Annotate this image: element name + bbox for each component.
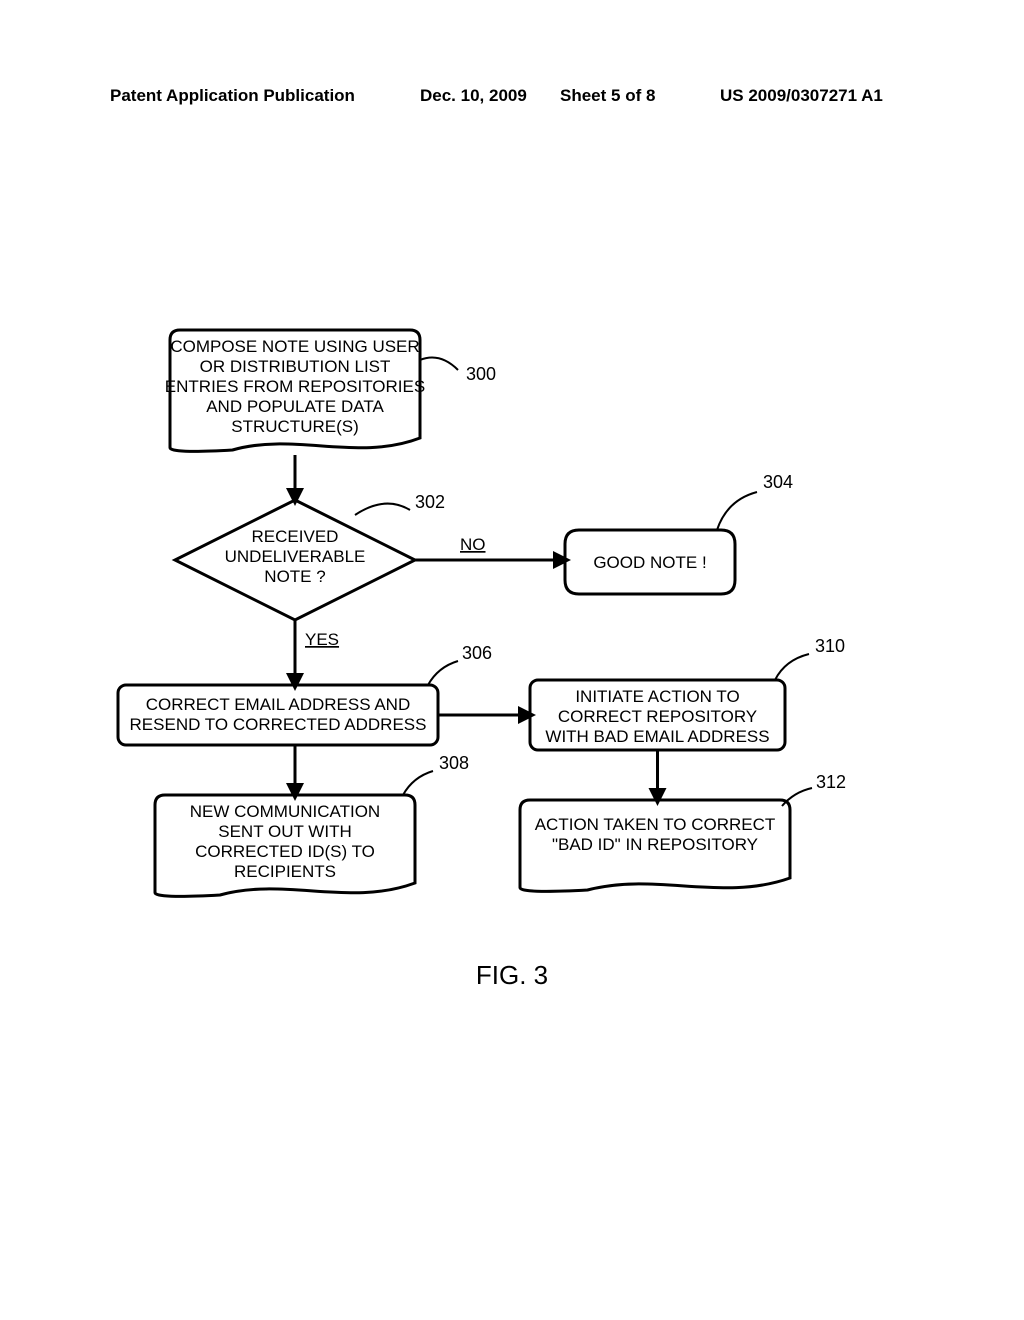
flowchart-svg: COMPOSE NOTE USING USEROR DISTRIBUTION L… xyxy=(0,0,1024,1320)
svg-text:308: 308 xyxy=(439,753,469,773)
svg-text:OR DISTRIBUTION LIST: OR DISTRIBUTION LIST xyxy=(200,357,391,376)
page: Patent Application Publication Dec. 10, … xyxy=(0,0,1024,1320)
svg-text:NEW COMMUNICATION: NEW COMMUNICATION xyxy=(190,802,380,821)
svg-text:CORRECT EMAIL ADDRESS AND: CORRECT EMAIL ADDRESS AND xyxy=(146,695,411,714)
svg-text:RECIPIENTS: RECIPIENTS xyxy=(234,862,336,881)
svg-text:310: 310 xyxy=(815,636,845,656)
svg-text:AND POPULATE DATA: AND POPULATE DATA xyxy=(206,397,384,416)
svg-text:302: 302 xyxy=(415,492,445,512)
svg-text:312: 312 xyxy=(816,772,846,792)
svg-text:NOTE ?: NOTE ? xyxy=(264,567,325,586)
figure-caption: FIG. 3 xyxy=(0,960,1024,991)
svg-text:GOOD NOTE !: GOOD NOTE ! xyxy=(593,553,706,572)
svg-text:306: 306 xyxy=(462,643,492,663)
svg-text:RECEIVED: RECEIVED xyxy=(252,527,339,546)
svg-text:UNDELIVERABLE: UNDELIVERABLE xyxy=(225,547,366,566)
svg-text:RESEND TO CORRECTED ADDRESS: RESEND TO CORRECTED ADDRESS xyxy=(130,715,427,734)
svg-text:304: 304 xyxy=(763,472,793,492)
svg-text:300: 300 xyxy=(466,364,496,384)
svg-text:NO: NO xyxy=(460,535,486,554)
svg-text:ACTION TAKEN TO CORRECT: ACTION TAKEN TO CORRECT xyxy=(535,815,776,834)
svg-text:STRUCTURE(S): STRUCTURE(S) xyxy=(231,417,359,436)
svg-text:INITIATE ACTION TO: INITIATE ACTION TO xyxy=(575,687,739,706)
svg-text:SENT OUT WITH: SENT OUT WITH xyxy=(218,822,352,841)
svg-text:COMPOSE NOTE USING USER: COMPOSE NOTE USING USER xyxy=(170,337,419,356)
svg-text:WITH BAD EMAIL ADDRESS: WITH BAD EMAIL ADDRESS xyxy=(545,727,769,746)
svg-text:YES: YES xyxy=(305,630,339,649)
svg-text:CORRECT REPOSITORY: CORRECT REPOSITORY xyxy=(558,707,757,726)
svg-text:CORRECTED ID(S) TO: CORRECTED ID(S) TO xyxy=(195,842,375,861)
svg-text:"BAD ID" IN REPOSITORY: "BAD ID" IN REPOSITORY xyxy=(552,835,758,854)
svg-text:ENTRIES FROM REPOSITORIES: ENTRIES FROM REPOSITORIES xyxy=(165,377,425,396)
